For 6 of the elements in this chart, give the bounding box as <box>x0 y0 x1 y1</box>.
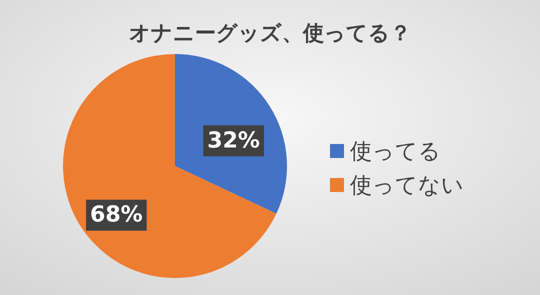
legend-label: 使ってない <box>350 174 464 198</box>
legend-label: 使ってる <box>350 140 441 164</box>
chart-title: オナニーグッズ、使ってる？ <box>129 21 411 45</box>
data-label: 32% <box>207 128 260 154</box>
data-label: 68% <box>90 202 143 228</box>
pie-slice <box>63 54 276 278</box>
